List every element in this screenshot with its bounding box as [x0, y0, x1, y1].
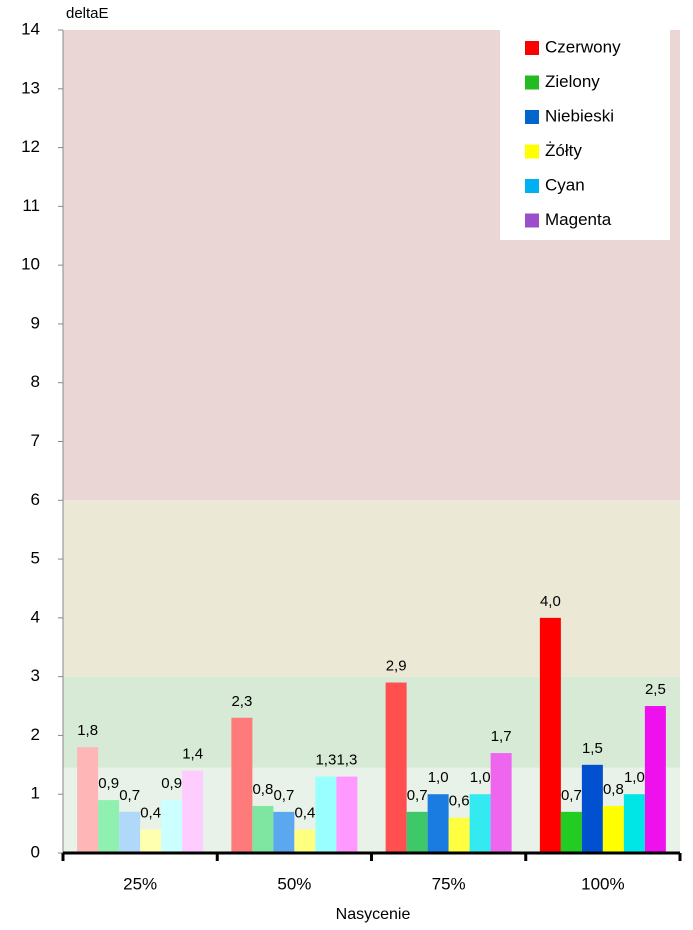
bar: [336, 776, 358, 853]
y-tick-label: 10: [21, 255, 40, 274]
value-label: 1,4: [182, 746, 203, 763]
y-tick-label: 0: [31, 842, 40, 861]
bar: [644, 706, 666, 853]
value-label: 0,7: [561, 787, 582, 804]
value-label: 0,9: [98, 775, 119, 792]
bar: [294, 829, 316, 853]
bar: [231, 717, 253, 853]
legend-label: Czerwony: [545, 37, 621, 56]
y-tick-label: 6: [31, 490, 40, 509]
bar: [140, 829, 162, 853]
value-label: 2,5: [645, 681, 666, 698]
y-tick-label: 7: [31, 431, 40, 450]
value-label: 0,7: [119, 787, 140, 804]
bar: [98, 800, 120, 853]
legend-box: [500, 30, 670, 240]
value-label: 0,7: [273, 787, 294, 804]
bar: [581, 764, 603, 853]
y-tick-label: 4: [31, 607, 40, 626]
bar: [448, 817, 470, 853]
legend-swatch: [525, 213, 539, 228]
legend-label: Magenta: [545, 210, 612, 229]
y-tick-label: 8: [31, 372, 40, 391]
x-axis-label: Nasycenie: [336, 906, 411, 923]
legend-label: Żółty: [545, 141, 582, 160]
value-label: 0,6: [449, 793, 470, 810]
bar: [385, 682, 407, 853]
value-label: 0,8: [252, 781, 273, 798]
value-label: 1,7: [491, 728, 512, 745]
bar: [119, 811, 141, 853]
bar: [469, 794, 491, 853]
legend-label: Cyan: [545, 175, 585, 194]
legend-swatch: [525, 110, 539, 124]
bar: [623, 794, 645, 853]
value-label: 1,0: [624, 769, 645, 786]
value-label: 2,9: [386, 657, 407, 674]
value-label: 0,8: [603, 781, 624, 798]
y-tick-label: 5: [31, 549, 40, 568]
value-label: 1,0: [470, 769, 491, 786]
background-band: [63, 676, 680, 768]
x-tick-label: 100%: [581, 874, 624, 893]
legend-swatch: [525, 41, 539, 55]
x-tick-label: 50%: [277, 874, 311, 893]
value-label: 1,3: [336, 752, 357, 769]
value-label: 0,4: [140, 804, 161, 821]
legend-label: Zielony: [545, 72, 600, 91]
value-label: 0,7: [407, 787, 428, 804]
y-tick-label: 3: [31, 666, 40, 685]
value-label: 1,3: [315, 752, 336, 769]
y-tick-label: 11: [22, 196, 40, 215]
bar: [315, 776, 337, 853]
x-tick-label: 75%: [432, 874, 466, 893]
y-tick-label: 2: [31, 725, 40, 744]
value-label: 2,3: [231, 693, 252, 710]
y-tick-label: 13: [21, 78, 40, 97]
legend-label: Niebieski: [545, 106, 614, 125]
y-tick-label: 14: [21, 19, 40, 38]
bar: [539, 617, 561, 853]
value-label: 1,0: [428, 769, 449, 786]
y-tick-label: 9: [31, 313, 40, 332]
y-tick-label: 1: [31, 784, 40, 803]
y-tick-label: 12: [21, 137, 40, 156]
value-label: 1,5: [582, 740, 603, 757]
value-label: 1,8: [77, 722, 98, 739]
bar: [490, 753, 512, 853]
value-label: 4,0: [540, 593, 561, 610]
legend-swatch: [525, 75, 539, 90]
bar: [252, 805, 274, 853]
background-band: [63, 500, 680, 677]
bar: [560, 811, 582, 853]
bar: [427, 794, 449, 853]
bar: [77, 747, 99, 853]
legend-swatch: [525, 144, 539, 159]
legend-swatch: [525, 179, 539, 193]
bar: [161, 800, 183, 853]
bar: [602, 805, 624, 853]
x-tick-label: 25%: [123, 874, 157, 893]
value-label: 0,9: [161, 775, 182, 792]
y-axis-label: deltaE: [66, 5, 109, 22]
bar: [182, 770, 204, 853]
bar: [406, 811, 428, 853]
bar: [273, 811, 295, 853]
value-label: 0,4: [294, 804, 315, 821]
